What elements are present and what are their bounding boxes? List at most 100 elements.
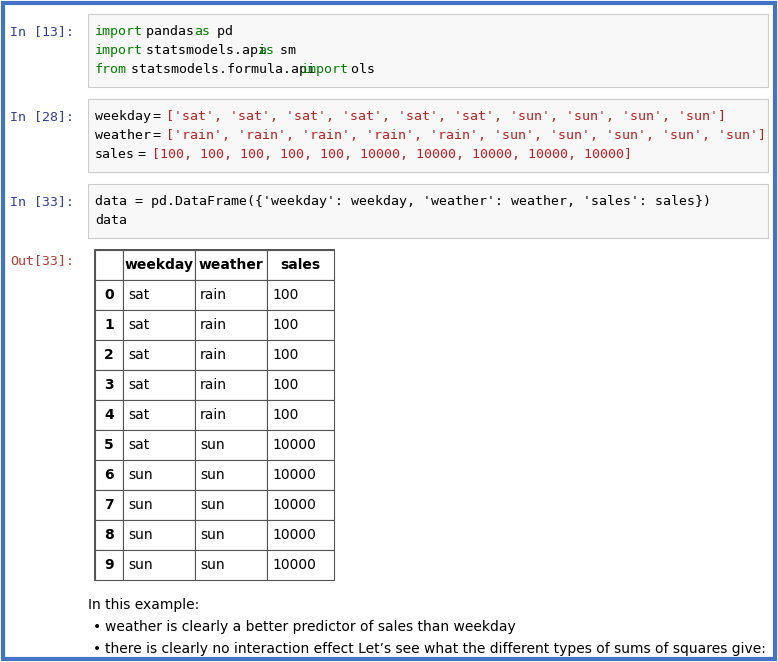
FancyBboxPatch shape (88, 184, 768, 238)
Text: sales: sales (95, 148, 135, 161)
FancyBboxPatch shape (123, 310, 195, 340)
FancyBboxPatch shape (123, 460, 195, 490)
Text: 100: 100 (272, 318, 299, 332)
FancyBboxPatch shape (195, 490, 267, 520)
FancyBboxPatch shape (195, 250, 267, 280)
FancyBboxPatch shape (267, 370, 334, 400)
Text: 10000: 10000 (272, 528, 316, 542)
Text: 7: 7 (104, 498, 114, 512)
Text: •: • (93, 642, 101, 656)
FancyBboxPatch shape (123, 250, 195, 280)
Text: weather is clearly a better predictor of sales than weekday: weather is clearly a better predictor of… (105, 620, 516, 634)
FancyBboxPatch shape (267, 460, 334, 490)
Text: 6: 6 (104, 468, 114, 482)
Text: ['sat', 'sat', 'sat', 'sat', 'sat', 'sat', 'sun', 'sun', 'sun', 'sun']: ['sat', 'sat', 'sat', 'sat', 'sat', 'sat… (166, 110, 726, 123)
Text: 4: 4 (104, 408, 114, 422)
FancyBboxPatch shape (267, 400, 334, 430)
Text: sun: sun (200, 498, 225, 512)
FancyBboxPatch shape (95, 250, 123, 280)
FancyBboxPatch shape (123, 520, 195, 550)
FancyBboxPatch shape (123, 370, 195, 400)
FancyBboxPatch shape (95, 280, 123, 310)
FancyBboxPatch shape (195, 430, 267, 460)
FancyBboxPatch shape (95, 460, 123, 490)
FancyBboxPatch shape (123, 400, 195, 430)
FancyBboxPatch shape (95, 400, 123, 430)
Text: from: from (95, 63, 127, 76)
Text: data: data (95, 214, 127, 227)
Text: weekday: weekday (124, 258, 194, 272)
FancyBboxPatch shape (95, 430, 123, 460)
Text: sun: sun (200, 558, 225, 572)
Text: as: as (194, 25, 210, 38)
Text: rain: rain (200, 318, 227, 332)
Text: as: as (258, 44, 275, 57)
Text: =: = (145, 129, 169, 142)
Text: statsmodels.api: statsmodels.api (138, 44, 274, 57)
FancyBboxPatch shape (95, 550, 123, 580)
Text: sun: sun (128, 528, 152, 542)
Text: 1: 1 (104, 318, 114, 332)
FancyBboxPatch shape (195, 520, 267, 550)
Text: sat: sat (128, 288, 149, 302)
Text: 3: 3 (104, 378, 114, 392)
Text: statsmodels.formula.api: statsmodels.formula.api (124, 63, 324, 76)
Text: weather: weather (95, 129, 151, 142)
FancyBboxPatch shape (267, 550, 334, 580)
FancyBboxPatch shape (195, 460, 267, 490)
FancyBboxPatch shape (195, 340, 267, 370)
Text: •: • (93, 620, 101, 634)
Text: sun: sun (200, 528, 225, 542)
Text: sun: sun (128, 558, 152, 572)
Text: import: import (95, 25, 143, 38)
FancyBboxPatch shape (267, 520, 334, 550)
FancyBboxPatch shape (123, 430, 195, 460)
Text: rain: rain (200, 348, 227, 362)
Text: 100: 100 (272, 378, 299, 392)
FancyBboxPatch shape (267, 340, 334, 370)
FancyBboxPatch shape (95, 370, 123, 400)
Text: sat: sat (128, 348, 149, 362)
FancyBboxPatch shape (195, 400, 267, 430)
Text: In this example:: In this example: (88, 598, 199, 612)
Text: pd: pd (209, 25, 233, 38)
Text: =: = (131, 148, 155, 161)
Text: data = pd.DataFrame({'weekday': weekday, 'weather': weather, 'sales': sales}): data = pd.DataFrame({'weekday': weekday,… (95, 195, 711, 208)
Text: 100: 100 (272, 408, 299, 422)
Text: import: import (301, 63, 349, 76)
FancyBboxPatch shape (267, 310, 334, 340)
Text: 10000: 10000 (272, 438, 316, 452)
Text: =: = (145, 110, 169, 123)
FancyBboxPatch shape (123, 340, 195, 370)
FancyBboxPatch shape (123, 490, 195, 520)
Text: sun: sun (200, 468, 225, 482)
FancyBboxPatch shape (95, 310, 123, 340)
FancyBboxPatch shape (195, 310, 267, 340)
Text: rain: rain (200, 288, 227, 302)
Text: 10000: 10000 (272, 558, 316, 572)
FancyBboxPatch shape (267, 280, 334, 310)
Text: pandas: pandas (138, 25, 202, 38)
FancyBboxPatch shape (95, 340, 123, 370)
Text: sat: sat (128, 408, 149, 422)
Text: In [33]:: In [33]: (10, 195, 74, 208)
Text: 100: 100 (272, 288, 299, 302)
FancyBboxPatch shape (95, 490, 123, 520)
FancyBboxPatch shape (195, 550, 267, 580)
Text: ols: ols (344, 63, 376, 76)
Text: 0: 0 (104, 288, 114, 302)
Text: 9: 9 (104, 558, 114, 572)
Text: rain: rain (200, 408, 227, 422)
Text: ['rain', 'rain', 'rain', 'rain', 'rain', 'sun', 'sun', 'sun', 'sun', 'sun']: ['rain', 'rain', 'rain', 'rain', 'rain',… (166, 129, 766, 142)
FancyBboxPatch shape (123, 550, 195, 580)
FancyBboxPatch shape (267, 250, 334, 280)
Text: sun: sun (128, 498, 152, 512)
Text: there is clearly no interaction effect Let’s see what the different types of sum: there is clearly no interaction effect L… (105, 642, 766, 656)
Text: 10000: 10000 (272, 468, 316, 482)
Text: 2: 2 (104, 348, 114, 362)
FancyBboxPatch shape (195, 280, 267, 310)
Text: 10000: 10000 (272, 498, 316, 512)
FancyBboxPatch shape (195, 370, 267, 400)
Text: import: import (95, 44, 143, 57)
Text: sat: sat (128, 318, 149, 332)
